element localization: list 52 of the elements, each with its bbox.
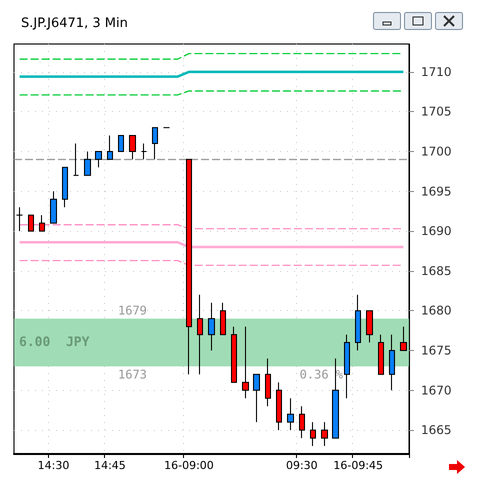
y-tick-label: 1680 bbox=[421, 304, 452, 318]
x-tick-label: 14:30 bbox=[38, 459, 70, 472]
candlestick bbox=[118, 135, 124, 152]
candlestick bbox=[253, 374, 260, 423]
candlestick bbox=[28, 214, 34, 232]
annotation: 1679 bbox=[118, 304, 147, 318]
candlestick bbox=[265, 358, 271, 407]
y-tick-label: 1665 bbox=[421, 423, 452, 438]
y-tick-label: 1700 bbox=[421, 144, 452, 158]
candlestick bbox=[287, 398, 294, 431]
y-tick-label: 1690 bbox=[421, 224, 452, 238]
candlestick bbox=[197, 294, 203, 375]
candlestick bbox=[389, 334, 395, 391]
candlestick bbox=[84, 150, 91, 176]
candlestick bbox=[400, 326, 407, 352]
annotation: 1673 bbox=[118, 367, 147, 382]
x-tick-label: 14:45 bbox=[94, 459, 126, 472]
candlestick bbox=[107, 135, 113, 160]
candlestick bbox=[208, 302, 215, 352]
candlestick bbox=[39, 214, 45, 232]
y-tick-label: 1695 bbox=[421, 184, 452, 198]
candlestick bbox=[95, 150, 102, 168]
annotation: 0.36 % bbox=[300, 367, 344, 382]
candlestick bbox=[310, 422, 316, 447]
candlestick bbox=[141, 143, 147, 160]
y-tick-label: 1685 bbox=[421, 264, 452, 278]
y-tick-label: 1710 bbox=[421, 64, 452, 79]
y-tick-label: 1670 bbox=[421, 383, 452, 398]
candlestick bbox=[62, 166, 68, 208]
candlestick bbox=[242, 326, 249, 399]
candlestick bbox=[129, 135, 136, 160]
candlestick bbox=[366, 310, 373, 344]
candlestick bbox=[73, 143, 79, 176]
candlestick bbox=[186, 158, 192, 375]
x-tick-label: 09:30 bbox=[286, 459, 318, 472]
x-tick-label: 16-09:45 bbox=[333, 459, 384, 472]
x-tick-label: 16-09:00 bbox=[164, 459, 214, 472]
candlestick bbox=[344, 334, 350, 399]
candlestick bbox=[321, 422, 328, 447]
band-label: 6.00 JPY bbox=[19, 335, 90, 350]
candlestick bbox=[231, 326, 237, 383]
candlestick bbox=[355, 294, 361, 352]
y-tick-label: 1705 bbox=[421, 104, 452, 119]
candlestick bbox=[152, 127, 158, 160]
candlestick bbox=[50, 190, 57, 224]
candlestick bbox=[276, 382, 282, 431]
candlestick bbox=[378, 334, 384, 375]
candlestick bbox=[16, 206, 23, 232]
y-tick-label: 1675 bbox=[421, 344, 452, 358]
candlestick bbox=[299, 406, 305, 439]
candlestick bbox=[220, 302, 226, 336]
chart-title: S.JP.J6471, 3 Min bbox=[21, 16, 128, 31]
